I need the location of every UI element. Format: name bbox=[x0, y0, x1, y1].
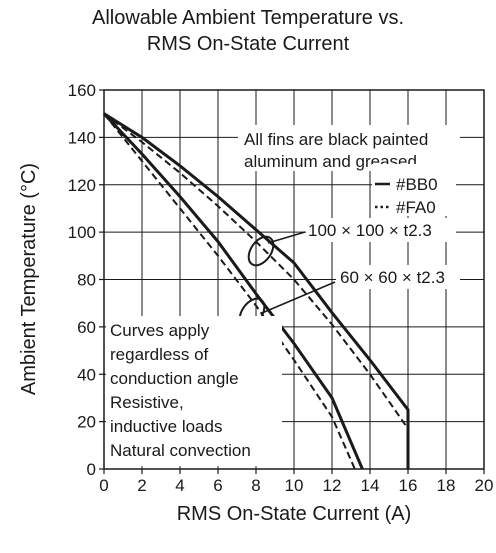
conditions-line-2: regardless of bbox=[110, 345, 209, 364]
series-line-3-solid bbox=[102, 112, 364, 470]
conditions-line-5: inductive loads bbox=[110, 417, 222, 436]
conditions-line-1: Curves apply bbox=[110, 321, 210, 340]
x-tick-label: 6 bbox=[213, 476, 222, 495]
x-tick-label: 20 bbox=[475, 476, 494, 495]
x-tick-label: 8 bbox=[251, 476, 260, 495]
x-tick-label: 14 bbox=[361, 476, 380, 495]
heatsink-100-label: 100 × 100 × t2.3 bbox=[308, 221, 432, 240]
y-tick-label: 140 bbox=[68, 128, 96, 147]
y-tick-label: 20 bbox=[77, 413, 96, 432]
axis-ticks: 0 2 4 6 8 10 12 14 16 18 20 0 20 40 60 80 100 120 140 160 bbox=[68, 81, 494, 495]
x-tick-label: 12 bbox=[323, 476, 342, 495]
y-axis-label: Ambient Temperature (°C) bbox=[18, 162, 40, 396]
series-line-1-solid bbox=[103, 112, 410, 469]
conditions-note-bg bbox=[106, 316, 282, 466]
y-tick-label: 80 bbox=[77, 271, 96, 290]
fins-note-line-1: All fins are black painted bbox=[244, 130, 428, 149]
heatsink-100-ellipse bbox=[247, 235, 275, 267]
x-axis-label: RMS On-State Current (A) bbox=[176, 503, 412, 525]
series-line-2-dashed bbox=[103, 112, 409, 469]
heatsink-60-leader bbox=[261, 281, 336, 314]
legend-label-bb0: #BB0 bbox=[396, 175, 438, 194]
x-tick-label: 16 bbox=[399, 476, 418, 495]
chart-series bbox=[102, 112, 410, 470]
x-tick-label: 10 bbox=[285, 476, 304, 495]
series-line-4-dashed bbox=[103, 113, 356, 470]
fins-note-bg bbox=[238, 125, 460, 149]
x-tick-label: 4 bbox=[175, 476, 184, 495]
conditions-line-3: conduction angle bbox=[110, 369, 239, 388]
y-tick-label: 120 bbox=[68, 176, 96, 195]
conditions-line-6: Natural convection bbox=[110, 441, 251, 460]
conditions-line-4: Resistive, bbox=[110, 393, 184, 412]
chart-title-line-2: RMS On-State Current bbox=[146, 33, 350, 55]
heatsink-60-label: 60 × 60 × t2.3 bbox=[340, 268, 445, 287]
y-tick-label: 160 bbox=[68, 81, 96, 100]
x-tick-label: 0 bbox=[99, 476, 108, 495]
heatsink-100-leader bbox=[267, 231, 306, 244]
chart-title-line-1: Allowable Ambient Temperature vs. bbox=[91, 7, 404, 29]
y-tick-label: 60 bbox=[77, 318, 96, 337]
y-tick-label: 100 bbox=[68, 223, 96, 242]
y-tick-label: 40 bbox=[77, 365, 96, 384]
x-tick-label: 2 bbox=[137, 476, 146, 495]
x-tick-label: 18 bbox=[437, 476, 456, 495]
heatsink-60-label-bg bbox=[336, 265, 460, 289]
heatsink-100-label-bg bbox=[306, 218, 456, 242]
y-tick-label: 0 bbox=[87, 460, 96, 479]
legend-label-fa0: #FA0 bbox=[396, 198, 436, 217]
